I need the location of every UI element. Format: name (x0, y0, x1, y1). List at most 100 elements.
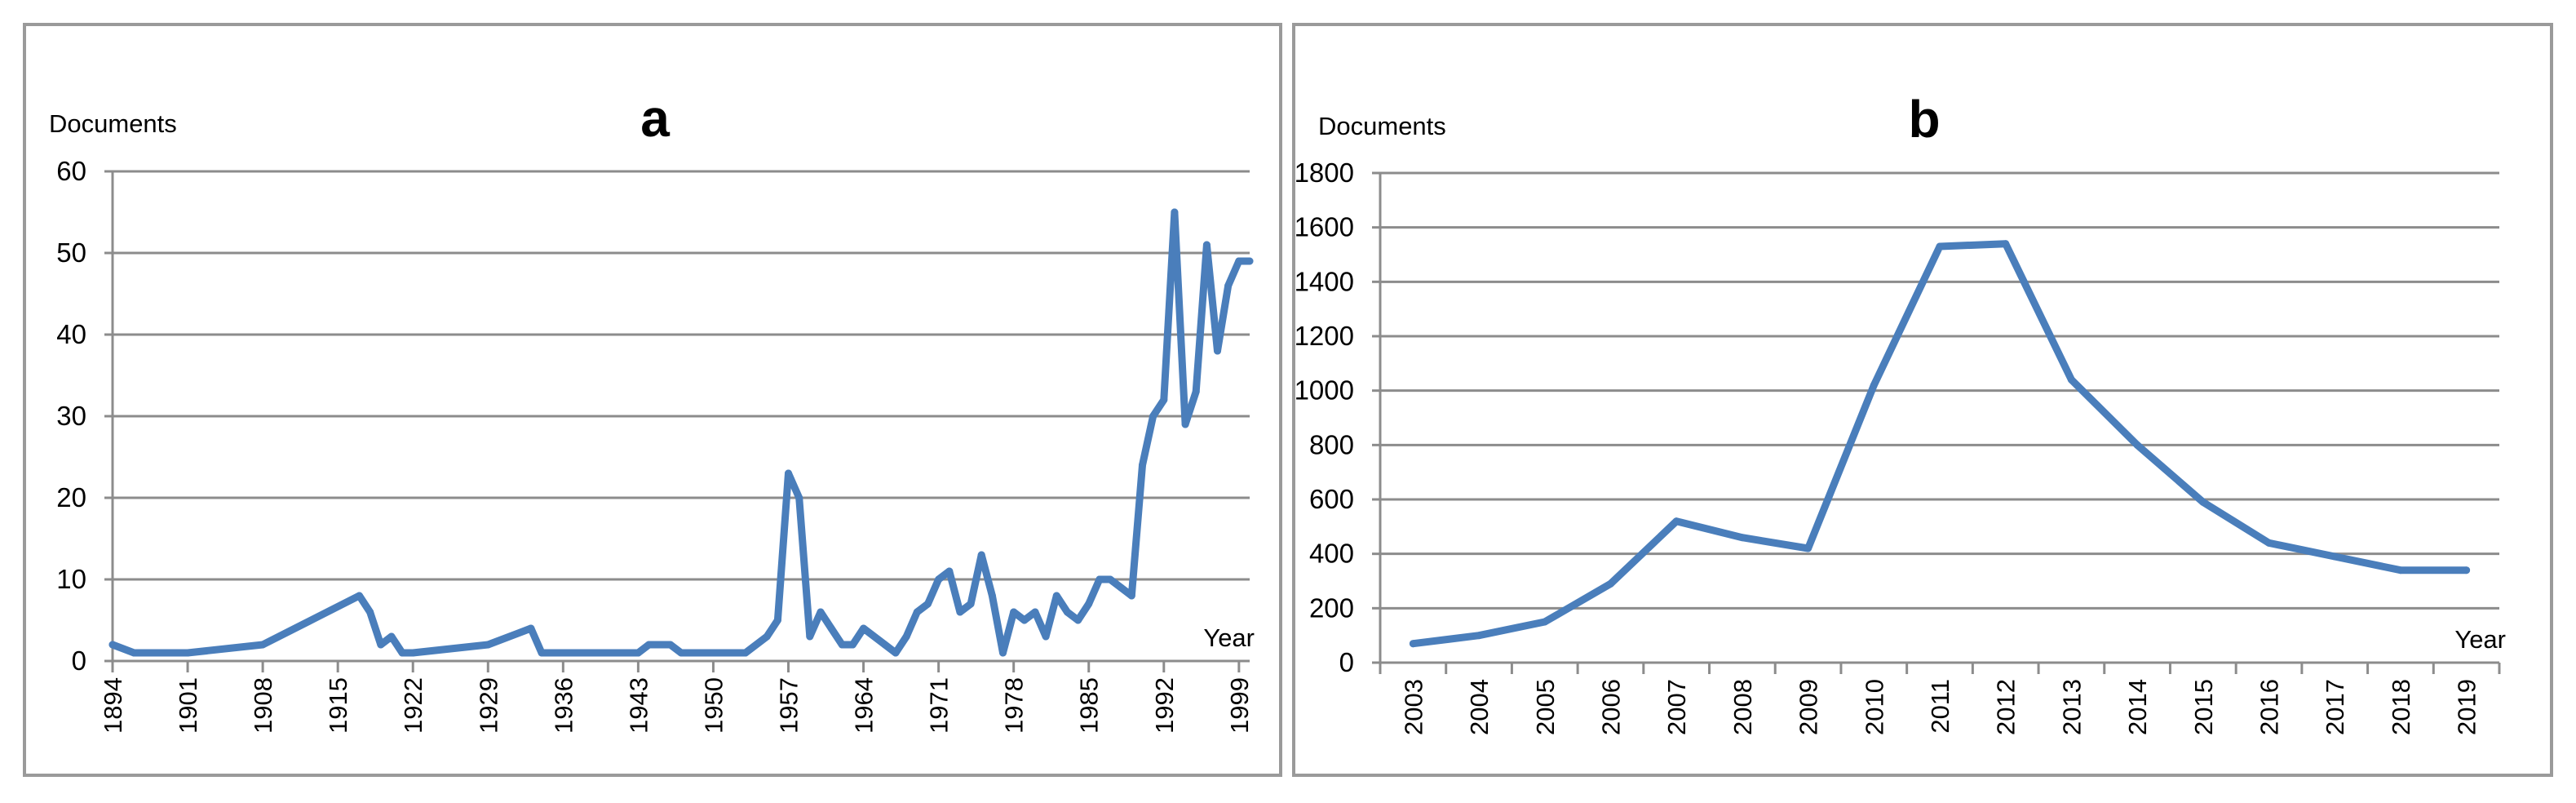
data-point (1214, 347, 1221, 355)
data-point (1409, 640, 1417, 648)
data-point (2199, 498, 2207, 506)
data-point (902, 632, 910, 641)
data-point (645, 641, 653, 649)
y-tick-label: 1800 (1295, 157, 1354, 188)
x-tick-label: 2009 (1795, 679, 1823, 735)
chart-b-canvas: b Documents Year 0 200 400 600 800 1000 1200 1400 1… (1295, 90, 2506, 735)
series-line (108, 208, 1254, 657)
y-axis-label: Documents (1318, 112, 1446, 140)
data-point (1541, 618, 1549, 626)
x-tick-label: 2008 (1728, 679, 1757, 735)
y-tick-label: 60 (56, 156, 86, 186)
x-tick-label: 2019 (2453, 679, 2481, 735)
data-point (1475, 632, 1483, 640)
data-point (741, 649, 750, 657)
data-point (956, 608, 964, 616)
x-tick-label: 1978 (1000, 677, 1029, 734)
data-point (677, 649, 685, 657)
data-point (184, 649, 192, 657)
data-point (988, 592, 996, 600)
y-tick-label: 40 (56, 319, 86, 349)
data-point (1020, 616, 1029, 624)
y-tick-label: 10 (56, 564, 86, 594)
x-tick-label: 1957 (775, 677, 803, 734)
data-point (1672, 517, 1680, 526)
data-point (1127, 592, 1135, 600)
data-point (387, 632, 396, 641)
data-point (710, 649, 717, 657)
data-point (1010, 608, 1018, 616)
x-tick-label: 2007 (1662, 679, 1691, 735)
data-point (2265, 539, 2273, 547)
x-tick-label: 2010 (1860, 679, 1888, 735)
x-tick-label: 1894 (99, 677, 127, 734)
data-point (1181, 420, 1189, 428)
data-point (1936, 242, 1944, 251)
y-tick-label: 400 (1309, 539, 1354, 569)
data-point (838, 641, 846, 649)
data-point (1042, 632, 1050, 641)
x-tick-label: 1929 (474, 677, 502, 734)
data-point (1085, 600, 1093, 608)
y-tick-label: 1000 (1295, 375, 1354, 406)
data-point (1106, 575, 1114, 583)
data-point (817, 608, 825, 616)
data-point (1052, 592, 1060, 600)
x-tick-label: 2005 (1531, 679, 1560, 735)
data-point (848, 641, 856, 649)
data-point (398, 649, 406, 657)
y-tick-label: 20 (56, 482, 86, 512)
chart-title: b (1908, 90, 1940, 149)
data-point (1117, 583, 1125, 592)
data-point (763, 632, 771, 641)
y-tick-label: 1400 (1295, 266, 1354, 296)
data-point (2397, 566, 2405, 575)
x-tick-label: 2013 (2057, 679, 2086, 735)
y-tick-label: 200 (1309, 592, 1354, 623)
chart-title: a (640, 89, 670, 148)
data-point (1074, 616, 1082, 624)
data-point (1738, 534, 1746, 542)
data-point (1235, 257, 1243, 265)
x-tick-label: 1964 (850, 677, 879, 734)
chart-a-canvas: a Documents Year 0 10 20 30 40 50 60 1894 1901 1908 1… (49, 89, 1255, 734)
x-tick-label: 2015 (2189, 679, 2218, 735)
data-point (108, 641, 117, 649)
x-tick-label: 1901 (174, 677, 202, 734)
x-tick-label: 2003 (1399, 679, 1427, 735)
chart-panel-b: b Documents Year 0 200 400 600 800 1000 1200 1400 1… (1292, 23, 2553, 777)
x-tick-label: 1999 (1225, 677, 1254, 734)
x-tick-label: 2006 (1596, 679, 1625, 735)
data-point (860, 624, 868, 632)
data-point (999, 649, 1007, 657)
data-point (130, 649, 138, 657)
data-point (2463, 566, 2471, 575)
y-tick-label: 1600 (1295, 212, 1354, 242)
x-tick-label: 1992 (1150, 677, 1179, 734)
data-point (1202, 241, 1211, 249)
series-line (1409, 240, 2471, 648)
x-tick-label: 2011 (1926, 679, 1954, 734)
data-point (977, 551, 985, 559)
data-point (1224, 282, 1233, 290)
y-tick-label: 800 (1309, 429, 1354, 459)
data-point (2133, 441, 2141, 449)
data-point (892, 649, 900, 657)
data-point (1171, 208, 1179, 216)
x-tick-label: 1922 (399, 677, 427, 734)
data-point (527, 624, 535, 632)
data-point (967, 600, 975, 608)
data-point (1063, 608, 1071, 616)
y-tick-label: 0 (1339, 647, 1354, 677)
x-tick-label: 1985 (1075, 677, 1104, 734)
data-point (1192, 388, 1200, 396)
x-tick-label: 2018 (2387, 679, 2415, 735)
data-point (806, 632, 814, 641)
data-point (1031, 608, 1039, 616)
data-point (2330, 552, 2339, 561)
data-point (409, 649, 417, 657)
y-tick-label: 30 (56, 401, 86, 431)
x-tick-label: 1936 (549, 677, 578, 734)
data-point (935, 575, 943, 583)
chart-panel-a: a Documents Year 0 10 20 30 40 50 60 1894 1901 1908 1… (23, 23, 1282, 777)
